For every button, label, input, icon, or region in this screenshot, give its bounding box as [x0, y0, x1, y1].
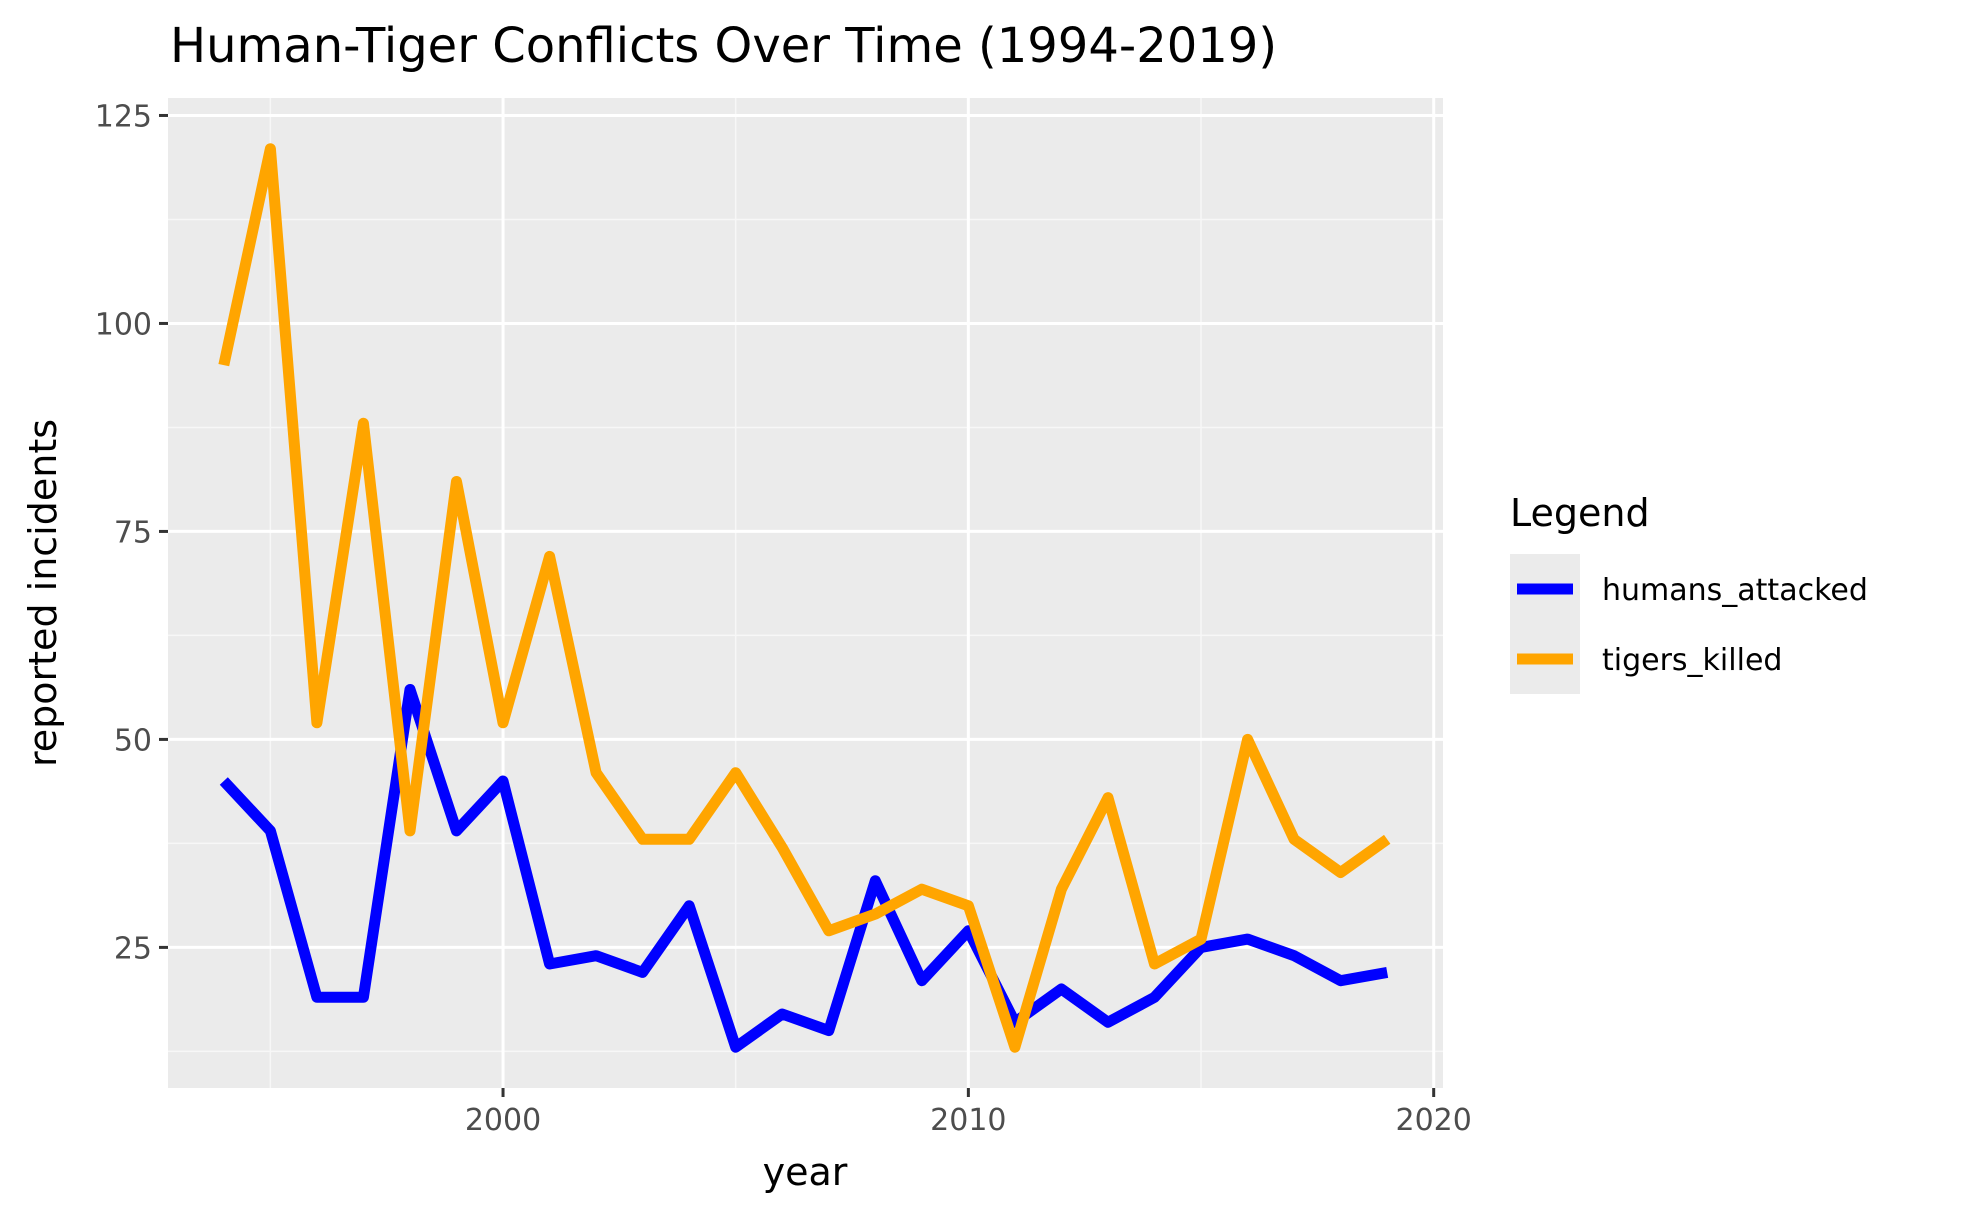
x-tick-label: 2010	[930, 1103, 1006, 1138]
legend-title: Legend	[1510, 491, 1650, 535]
y-tick-label: 25	[114, 931, 152, 966]
y-tick-label: 75	[114, 515, 152, 550]
series-lines	[218, 143, 1391, 1053]
y-tick-label: 50	[114, 723, 152, 758]
x-tick-label: 2000	[465, 1103, 541, 1138]
grid-minor	[168, 98, 1443, 1088]
legend-label: tigers_killed	[1602, 643, 1782, 678]
x-tick-label: 2020	[1396, 1103, 1472, 1138]
series-line-humans-attacked	[219, 684, 1389, 1053]
y-axis-title: reported incidents	[21, 419, 65, 767]
y-axis: 25 50 75 100 125	[95, 99, 168, 966]
legend: Legend humans_attacked tigers_killed	[1510, 491, 1868, 694]
series-line-tigers-killed	[218, 143, 1391, 1053]
chart-title: Human-Tiger Conflicts Over Time (1994-20…	[170, 18, 1277, 74]
legend-label: humans_attacked	[1602, 573, 1868, 608]
x-axis: 2000 2010 2020	[465, 1088, 1472, 1138]
y-tick-label: 125	[95, 99, 152, 134]
x-axis-title: year	[763, 1150, 848, 1194]
y-tick-label: 100	[95, 307, 152, 342]
